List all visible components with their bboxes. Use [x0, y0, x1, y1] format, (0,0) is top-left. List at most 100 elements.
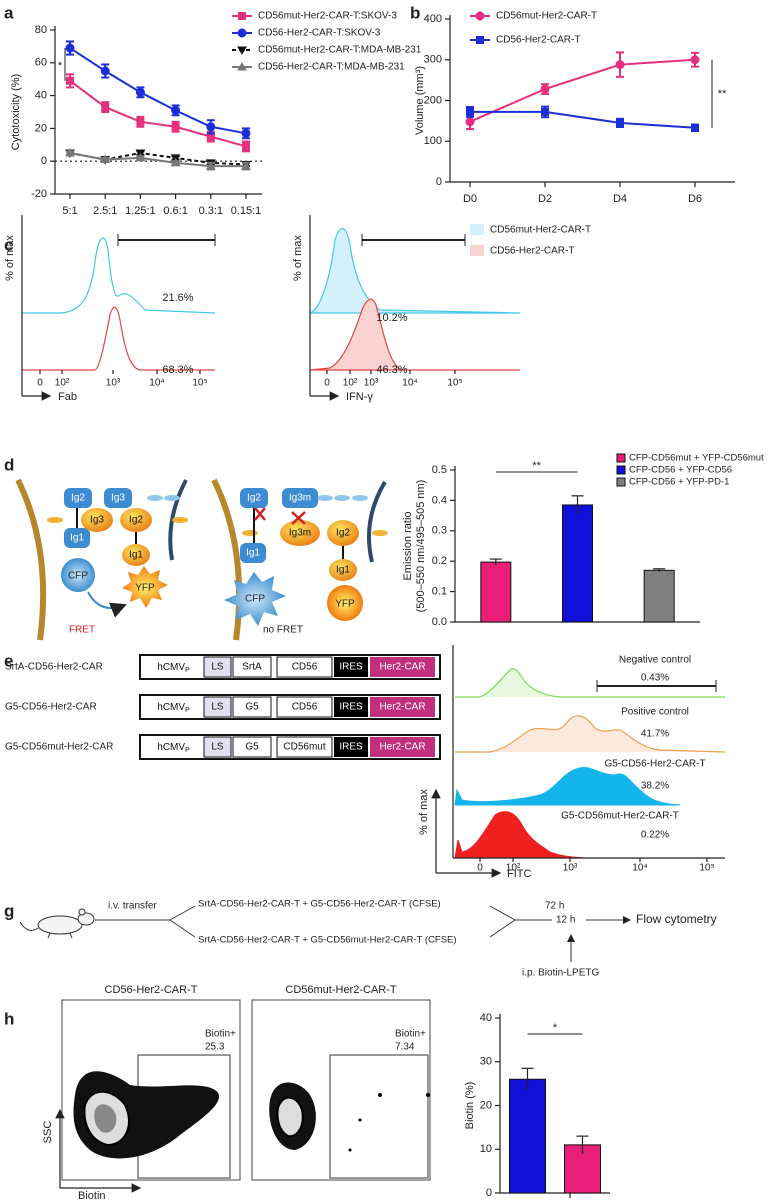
construct-part-label: CD56 [292, 702, 318, 713]
construct-part [370, 697, 435, 717]
marker [691, 123, 699, 132]
x-tick-label: 1.25:1 [125, 205, 156, 217]
construct-part-label: Her2-CAR [379, 702, 425, 713]
gate-label: Biotin+ [205, 1029, 236, 1040]
gate-label: 46.3% [376, 364, 407, 376]
construct-part [145, 657, 202, 677]
construct-part [145, 737, 202, 757]
y-tick-label: 40 [35, 90, 47, 102]
series-line [69, 152, 246, 168]
x-tick-label: 10³ [364, 378, 379, 389]
flow-f-curves [431, 645, 726, 878]
construct-part-label: LS [211, 702, 224, 713]
construct-part-label: CD56mut [283, 742, 325, 753]
legend-label: CFP-CD56 + YFP-CD56 [629, 465, 732, 476]
construct-part [232, 696, 272, 718]
construct-part [276, 736, 333, 758]
marker [475, 11, 485, 21]
annotation: ** [532, 460, 541, 472]
construct-part [370, 737, 435, 757]
y-tick-label: -20 [31, 188, 47, 200]
construct-name: G5-CD56-Her2-CAR [5, 702, 97, 713]
bar [562, 504, 593, 623]
construct-name: G5-CD56mut-Her2-CAR [5, 742, 113, 753]
marker [135, 87, 145, 97]
bar [480, 561, 512, 623]
construct-part-label: Her2-CAR [379, 742, 425, 753]
x-tick-label: 0 [37, 378, 43, 389]
diagram-label: Ig1 [336, 565, 350, 576]
y-axis-label: % of max [4, 235, 16, 281]
y-tick-label: 0.1 [432, 586, 447, 598]
group-label: SrtA-CD56-Her2-CAR-T + G5-CD56mut-Her2-C… [198, 935, 457, 946]
panel-label: b [410, 3, 420, 22]
y-tick-label: 200 [424, 94, 442, 106]
panel-label: c [4, 235, 13, 254]
gate-pct: 25.3 [205, 1042, 225, 1053]
construct-part [276, 696, 333, 718]
marker [101, 103, 110, 112]
x-tick-label: 0 [477, 863, 483, 874]
y-tick-label: 0.0 [432, 616, 447, 628]
x-tick-label: 10⁴ [632, 863, 647, 874]
gate-label: Biotin+ [395, 1029, 426, 1040]
x-tick-label: 10³ [563, 863, 578, 874]
x-tick-label: 2.5:1 [93, 205, 117, 217]
marker [100, 154, 111, 164]
x-tick-label: 0 [324, 378, 330, 389]
marker [690, 55, 700, 65]
marker [206, 122, 216, 132]
x-tick-label: 0.6:1 [163, 205, 187, 217]
part-text: hCMV [157, 702, 185, 713]
y-axis-label: SSC [42, 1121, 54, 1144]
annotation: ** [718, 88, 727, 100]
x-tick-label: 0.15:1 [231, 205, 262, 217]
marker [100, 66, 110, 76]
y-tick-label: 80 [35, 24, 47, 36]
series-line [469, 58, 696, 123]
y-tick-label: 60 [35, 57, 47, 69]
diagram-label: Ig1 [70, 533, 84, 544]
construct-part-label: SrtA [242, 662, 262, 673]
construct-part-label: G5 [245, 702, 259, 713]
y-tick-label: 0 [436, 176, 442, 188]
x-tick-label: 10² [506, 863, 521, 874]
construct-part-label: hCMVP [157, 702, 190, 714]
annotation: * [58, 60, 63, 72]
construct-part [203, 656, 232, 678]
marker [541, 107, 549, 116]
marker [171, 105, 181, 115]
legend-label: CD56mut-Her2-CAR-T [490, 225, 591, 236]
legend-label: CD56-Her2-CAR-T [496, 35, 580, 46]
gate-label: 68.3% [162, 364, 193, 376]
plot-title: CD56mut-Her2-CAR-T [285, 984, 397, 996]
y-tick-label: 0.3 [432, 525, 447, 537]
marker [170, 157, 181, 167]
contour-h [55, 999, 431, 1193]
construct-part-label: IRES [339, 742, 363, 753]
construct-part [334, 657, 368, 677]
marker [171, 122, 180, 131]
y-tick-label: 300 [424, 54, 442, 66]
x-axis-label: IFN-γ [346, 391, 373, 403]
diagram-label: YFP [335, 599, 355, 610]
y-tick-label: 30 [480, 1056, 492, 1068]
x-tick-label: 10² [55, 378, 70, 389]
marker [237, 61, 247, 71]
legend-swatch [616, 453, 626, 463]
diagram-label: Ig1 [246, 548, 260, 559]
construct-part-label: hCMVP [157, 662, 190, 674]
y-axis-label: % of max [292, 235, 304, 281]
x-axis-label: Biotin [78, 1190, 106, 1202]
legend-label: CD56-Her2-CAR-T:SKOV-3 [258, 28, 381, 39]
marker [65, 147, 75, 157]
y-tick-label: 0.4 [432, 494, 447, 506]
construct-part-label: Her2-CAR [379, 662, 425, 673]
legend-label: CD56-Her2-CAR-T:MDA-MB-231 [258, 62, 405, 73]
y-axis-label: Cytotoxicity (%) [10, 74, 22, 150]
bar [643, 569, 675, 623]
x-tick-label: D0 [463, 193, 477, 205]
y-tick-label: 0 [486, 1187, 492, 1199]
flow-c-curves [21, 215, 521, 401]
